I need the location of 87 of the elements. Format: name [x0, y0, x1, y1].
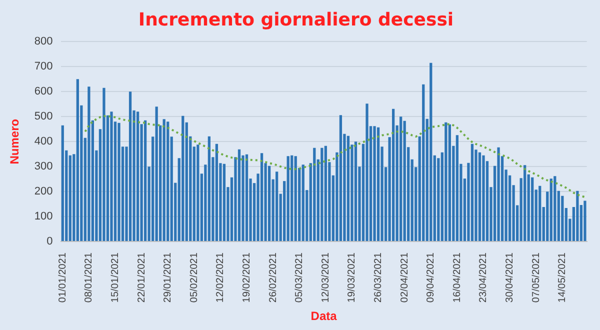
x-tick-label: 12/02/2021 [215, 252, 226, 303]
bar [313, 148, 316, 242]
bar [444, 122, 448, 242]
bar [245, 154, 248, 242]
x-tick-label: 02/04/2021 [399, 252, 410, 303]
x-tick-label: 19/02/2021 [242, 252, 253, 303]
y-tick-label: 700 [34, 60, 53, 73]
bar [208, 136, 210, 242]
x-tick-label: 23/04/2021 [478, 252, 490, 303]
bar [584, 200, 586, 242]
bar [166, 122, 170, 242]
bar [339, 115, 342, 242]
bar [324, 146, 327, 242]
bar [136, 112, 140, 242]
y-axis-title: Numero [8, 118, 22, 164]
bar [222, 164, 226, 242]
bar [162, 119, 166, 242]
y-tick-label: 600 [34, 86, 53, 98]
x-tick-label: 01/01/2021 [57, 252, 68, 303]
bar [182, 116, 184, 242]
bar [268, 166, 271, 242]
x-tick-label: 16/04/2021 [452, 252, 463, 303]
bar [366, 104, 368, 242]
y-tick-label: 800 [34, 36, 53, 48]
bar [215, 144, 218, 242]
y-tick-label: 0 [46, 236, 53, 248]
bar [102, 88, 106, 242]
chart-title: Incremento giornaliero decessi [138, 9, 454, 30]
bar [290, 155, 294, 242]
bar [422, 84, 425, 242]
line-series [84, 115, 586, 198]
bar [376, 127, 380, 242]
bar [144, 120, 147, 242]
x-tick-label: 05/03/2021 [294, 252, 306, 303]
bar [118, 122, 120, 242]
bar [238, 149, 241, 242]
bar [448, 124, 451, 242]
bar [531, 177, 534, 242]
bar [276, 172, 278, 242]
bar [286, 156, 290, 242]
bar [196, 144, 200, 242]
bar [538, 186, 542, 242]
x-tick-label: 22/01/2021 [136, 252, 148, 303]
bar [550, 178, 552, 242]
bar [346, 136, 350, 242]
bar [110, 112, 113, 242]
bar [576, 190, 579, 242]
x-tick-label: 07/05/2021 [530, 252, 542, 303]
bar [155, 106, 158, 242]
y-tick-label: 400 [34, 136, 53, 148]
bar [430, 62, 432, 242]
bar [294, 156, 297, 242]
x-tick-label: 09/04/2021 [426, 252, 437, 303]
x-tick-label: 26/03/2021 [373, 252, 384, 303]
bar [260, 153, 264, 242]
bar [456, 135, 459, 242]
bar [128, 92, 132, 242]
x-tick-label: 30/04/2021 [504, 252, 516, 303]
bar [76, 79, 79, 242]
bar [88, 86, 90, 242]
x-tick-label: 29/01/2021 [162, 252, 174, 303]
x-tick-label: 15/01/2021 [110, 252, 121, 303]
y-tick-label: 200 [34, 186, 53, 198]
bar [400, 116, 402, 242]
x-tick-label: 12/03/2021 [320, 252, 332, 303]
bar [373, 126, 376, 242]
bar [554, 176, 556, 242]
bar [497, 147, 500, 242]
y-tick-label: 500 [34, 110, 53, 123]
bar [482, 155, 485, 242]
bar [320, 148, 324, 242]
y-tick-label: 300 [34, 160, 53, 173]
x-tick-label: 14/05/2021 [557, 252, 568, 303]
x-tick-label: 26/02/2021 [268, 252, 279, 303]
bar [61, 125, 64, 242]
bar [392, 108, 395, 242]
bar [302, 164, 304, 242]
bar [403, 120, 406, 242]
y-tick-label: 100 [34, 210, 53, 223]
bar [470, 144, 474, 242]
x-tick-label: 19/03/2021 [346, 252, 358, 303]
bar [354, 142, 358, 242]
bar [524, 165, 526, 242]
x-tick-label: 08/01/2021 [84, 252, 95, 303]
x-tick-label: 05/02/2021 [188, 252, 200, 303]
x-axis-title: Data [310, 309, 338, 324]
bar [478, 152, 482, 242]
